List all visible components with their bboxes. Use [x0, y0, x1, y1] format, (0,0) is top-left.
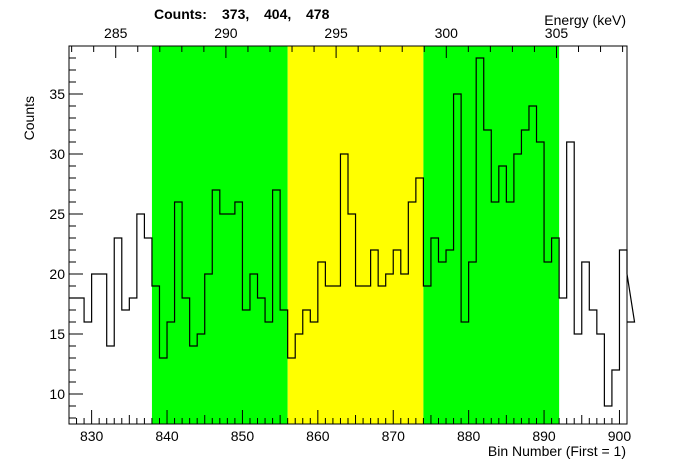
x-tick-label: 870	[382, 428, 406, 444]
region-0	[151, 46, 288, 424]
x2-tick-label: 305	[545, 25, 569, 41]
counts-value-2: 404,	[264, 6, 291, 22]
x2-tick-label: 300	[435, 25, 459, 41]
y-tick-label: 30	[49, 146, 65, 162]
counts-value-3: 478	[306, 6, 330, 22]
axis-ticks	[68, 45, 628, 424]
x-tick-label: 900	[608, 428, 632, 444]
region-2	[423, 46, 560, 424]
counts-value-1: 373,	[222, 6, 249, 22]
x2-tick-label: 295	[324, 25, 348, 41]
y-tick-label: 10	[49, 386, 65, 402]
histogram-line	[69, 57, 636, 407]
y-tick-label: 15	[49, 326, 65, 342]
tick-labels: 830 840 850 860 870 880 890 900 285 290 295 300 305 1…	[49, 25, 631, 444]
x-tick-label: 850	[231, 428, 255, 444]
x-axis-title: Bin Number (First = 1)	[488, 443, 626, 459]
counts-label: Counts:	[154, 6, 207, 22]
histogram-series	[69, 57, 636, 407]
y-tick-label: 35	[49, 86, 65, 102]
x2-tick-label: 285	[104, 25, 128, 41]
x-tick-label: 860	[306, 428, 330, 444]
y-axis-title: Counts	[21, 96, 37, 140]
x2-axis-title: Energy (keV)	[544, 12, 626, 28]
y-tick-label: 25	[49, 206, 65, 222]
x-tick-label: 830	[80, 428, 104, 444]
x-tick-label: 890	[532, 428, 556, 444]
x-tick-label: 840	[155, 428, 179, 444]
y-tick-label: 20	[49, 266, 65, 282]
x2-tick-label: 290	[214, 25, 238, 41]
x-tick-label: 880	[457, 428, 481, 444]
